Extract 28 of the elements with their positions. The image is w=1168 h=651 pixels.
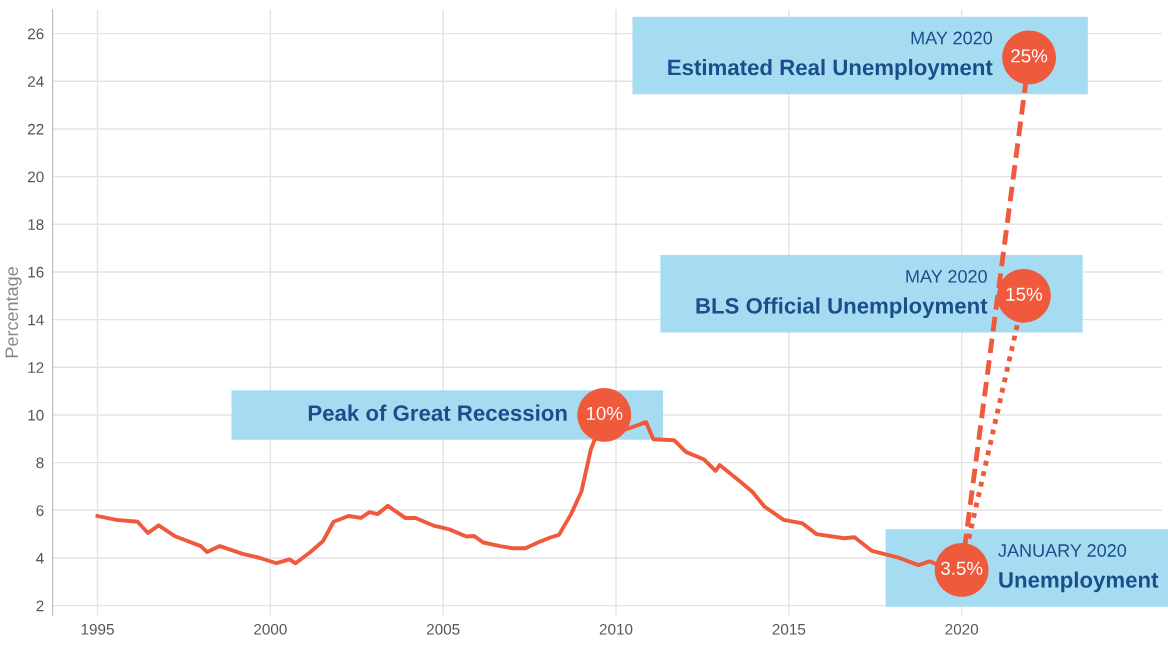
- data-label: 25%: [1011, 49, 1048, 63]
- y-tick-label: 4: [36, 553, 44, 564]
- y-tick-label: 12: [28, 362, 44, 373]
- y-tick-label: 26: [28, 28, 44, 40]
- annotation: MAY 2020 Estimated Real Unemployment: [668, 31, 993, 80]
- y-tick-label: 16: [28, 266, 44, 278]
- x-tick-label: 2015: [772, 623, 806, 635]
- y-tick-label: 10: [28, 409, 44, 421]
- data-label: 3.5%: [941, 561, 983, 575]
- y-tick-label: 14: [28, 314, 44, 326]
- x-tick-label: 2000: [254, 623, 287, 635]
- y-tick-label: 6: [36, 505, 44, 516]
- y-tick-label: 18: [28, 219, 44, 230]
- x-tick-label: 2020: [945, 623, 979, 635]
- x-tick-label: 2005: [426, 623, 460, 635]
- y-tick-label: 20: [28, 171, 44, 183]
- data-label: 15%: [1006, 287, 1042, 301]
- y-tick-label: 22: [28, 123, 44, 135]
- y-axis-title: Percentage: [5, 267, 22, 358]
- x-tick-label: 2010: [599, 623, 633, 635]
- data-label: 10%: [586, 406, 623, 421]
- annotation: JANUARY 2020 Unemployment: [998, 544, 1159, 593]
- y-tick-label: 24: [28, 76, 44, 87]
- x-tick-label: 1995: [81, 623, 114, 635]
- y-tick-label: 8: [36, 457, 44, 469]
- y-tick-label: 2: [36, 600, 44, 612]
- annotation: MAY 2020 BLS Official Unemployment: [696, 269, 988, 319]
- annotation: Peak of Great Recession: [308, 404, 567, 421]
